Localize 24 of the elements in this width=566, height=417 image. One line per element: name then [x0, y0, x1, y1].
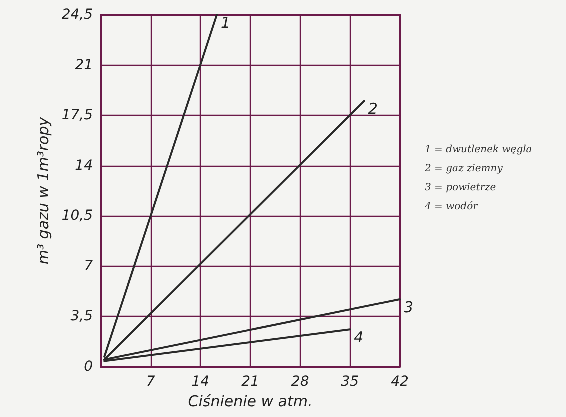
y-tick-label: 14 [75, 158, 93, 174]
y-tick-label: 17,5 [62, 108, 94, 124]
x-axis-title: Ciśnienie w atm. [188, 392, 313, 410]
y-axis-title: m³ gazu w 1m³ropy [34, 116, 52, 265]
series-label: 1 [221, 14, 231, 32]
y-tick-label: 3,5 [70, 308, 94, 325]
x-tick-label: 21 [242, 374, 260, 390]
y-tick-label: 21 [75, 57, 93, 74]
x-tick-label: 14 [192, 374, 210, 390]
text: 3 = powietrze [425, 182, 496, 194]
text: 2 = gaz ziemny [424, 164, 504, 174]
series-label: 2 [368, 100, 378, 118]
y-tick-label: 10,5 [62, 208, 94, 224]
x-tick-label: 35 [341, 374, 360, 390]
x-tick-label: 7 [146, 374, 156, 390]
text: 1 = dwutlenek węgla [425, 144, 532, 156]
y-tick-label: 24,5 [62, 7, 94, 23]
text: 4 = wodór [424, 202, 480, 212]
series-label: 4 [354, 328, 364, 347]
x-tick-label: 42 [391, 374, 409, 390]
x-tick-label: 28 [291, 374, 310, 390]
y-tick-label: 0 [84, 359, 94, 375]
series-label: 3 [404, 298, 414, 316]
y-tick-label: 7 [84, 258, 94, 274]
